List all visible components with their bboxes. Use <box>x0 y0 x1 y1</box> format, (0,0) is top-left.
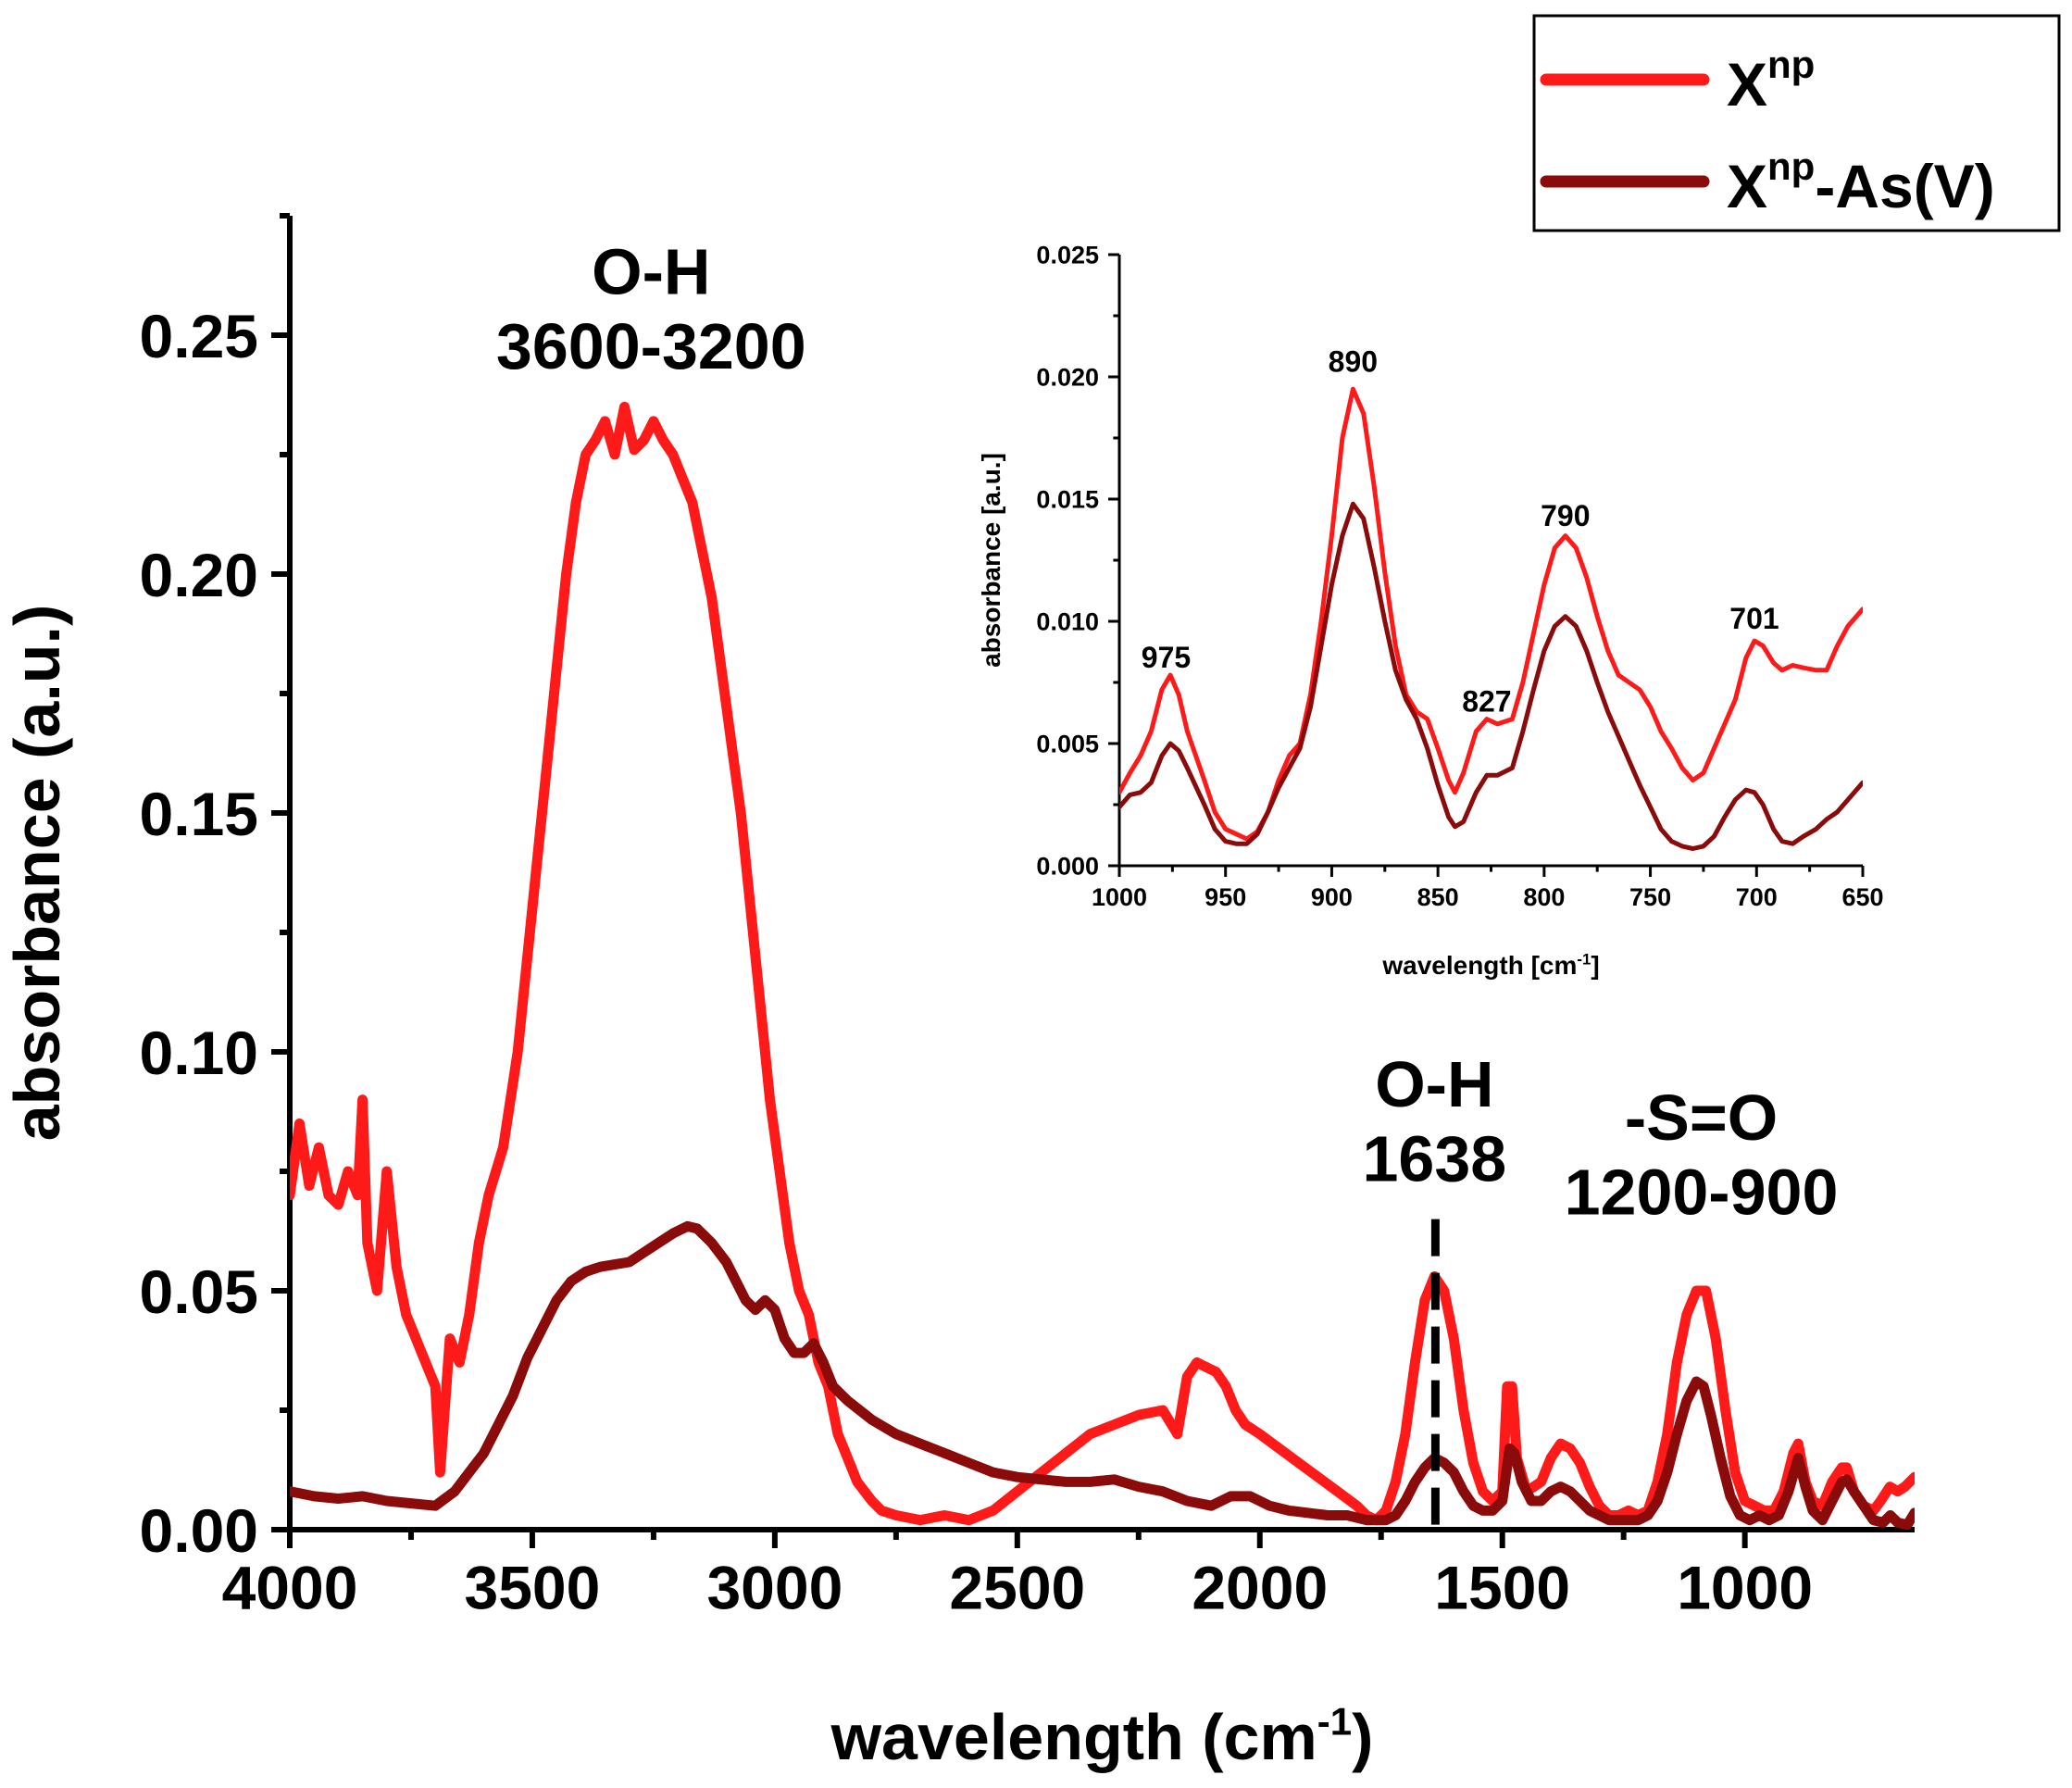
annotation-p701-line: 701 <box>1729 602 1779 635</box>
main-y-tick-label: 0.10 <box>140 1019 258 1087</box>
inset-x-axis-title-sup: -1 <box>1577 950 1591 968</box>
annotation-p827: 827 <box>1462 685 1511 719</box>
inset-y-tick-label: 0.010 <box>1036 608 1099 636</box>
inset-x-tick-label: 900 <box>1311 883 1353 911</box>
inset-y-tick-label: 0.020 <box>1036 364 1099 392</box>
inset-x-tick-label: 650 <box>1841 883 1883 911</box>
main-y-tick-label: 0.15 <box>140 780 258 848</box>
main-x-tick-label: 1000 <box>1677 1553 1813 1621</box>
annotation-oh-broad-line: 3600-3200 <box>496 310 806 382</box>
annotation-oh-1638-line: 1638 <box>1362 1122 1506 1194</box>
main-series-line-2 <box>290 1220 1915 1530</box>
inset-x-axis-title-text: wavelength [cm <box>1381 951 1577 980</box>
main-x-axis-title-sup: -1 <box>1317 1699 1352 1743</box>
legend-label-base: X <box>1727 50 1767 119</box>
main-x-tick-label: 1500 <box>1434 1553 1570 1621</box>
annotation-oh-broad: O-H 3600-3200 <box>496 236 806 383</box>
annotation-p975-line: 975 <box>1142 641 1191 674</box>
annotation-p790-line: 790 <box>1541 499 1590 532</box>
legend-label-base: X <box>1727 152 1767 220</box>
inset-x-axis-title: wavelength [cm-1] <box>1381 950 1599 980</box>
annotation-p790: 790 <box>1541 499 1590 532</box>
inset-x-axis-title-end: ] <box>1591 951 1599 980</box>
annotation-p890-line: 890 <box>1329 345 1378 379</box>
annotation-p827-line: 827 <box>1462 685 1511 719</box>
main-chart: 0.00 0.05 0.10 0.15 0.20 0.25 4000 3500 3000 2500… <box>1 213 1915 1773</box>
annotation-p701: 701 <box>1729 602 1779 635</box>
annotation-p975: 975 <box>1142 641 1191 674</box>
legend-box <box>1532 14 2061 232</box>
annotation-oh-broad-line: O-H <box>592 236 710 308</box>
main-x-axis-title-text: wavelength (cm <box>830 1701 1317 1773</box>
legend-label-sup: np <box>1767 144 1815 188</box>
inset-series-line-2 <box>1119 501 1863 851</box>
legend-label-2: Xnp-As(V) <box>1727 144 1995 220</box>
inset-x-tick-label: 750 <box>1629 883 1671 911</box>
inset-x-tick-label: 850 <box>1417 883 1459 911</box>
inset-x-tick-label: 950 <box>1205 883 1246 911</box>
main-y-axis-title: absorbance (a.u.) <box>1 605 73 1142</box>
main-y-tick-label: 0.20 <box>140 541 258 609</box>
main-y-tick-label: 0.25 <box>140 302 258 370</box>
inset-y-axis-title: absorbance [a.u.] <box>977 453 1005 668</box>
inset-series-line-1 <box>1119 386 1863 842</box>
annotation-p890: 890 <box>1329 345 1378 379</box>
annotation-oh-1638-line: O-H <box>1375 1048 1493 1120</box>
annotation-oh-1638: O-H 1638 <box>1362 1048 1506 1195</box>
legend-label-1: Xnp <box>1727 43 1815 119</box>
inset-x-tick-label: 1000 <box>1092 883 1147 911</box>
inset-chart: 0.000 0.005 0.010 0.015 0.020 0.025 1000 950 900… <box>977 242 1884 980</box>
inset-y-tick-label: 0.005 <box>1036 731 1099 758</box>
annotation-so-line: 1200-900 <box>1565 1156 1839 1228</box>
main-x-tick-label: 2500 <box>949 1553 1085 1621</box>
main-x-tick-label: 3000 <box>706 1553 843 1621</box>
main-x-tick-label: 4000 <box>222 1553 358 1621</box>
main-x-axis-title-end: ) <box>1352 1701 1373 1773</box>
main-x-tick-label: 2000 <box>1192 1553 1328 1621</box>
inset-y-tick-label: 0.000 <box>1036 853 1099 881</box>
main-y-tick-label: 0.00 <box>140 1496 258 1565</box>
annotation-so-line: -S=O <box>1625 1082 1778 1154</box>
annotation-so: -S=O 1200-900 <box>1565 1082 1839 1229</box>
main-x-axis-title: wavelength (cm-1) <box>830 1699 1374 1773</box>
legend-label-suffix: -As(V) <box>1815 152 1994 220</box>
main-series-line-1 <box>290 401 1915 1526</box>
inset-y-tick-label: 0.015 <box>1036 486 1099 514</box>
inset-y-tick-label: 0.025 <box>1036 242 1099 269</box>
main-y-tick-label: 0.05 <box>140 1257 258 1326</box>
inset-x-tick-label: 700 <box>1736 883 1778 911</box>
legend-label-sup: np <box>1767 43 1815 86</box>
main-x-tick-label: 3500 <box>465 1553 601 1621</box>
inset-x-tick-label: 800 <box>1523 883 1565 911</box>
